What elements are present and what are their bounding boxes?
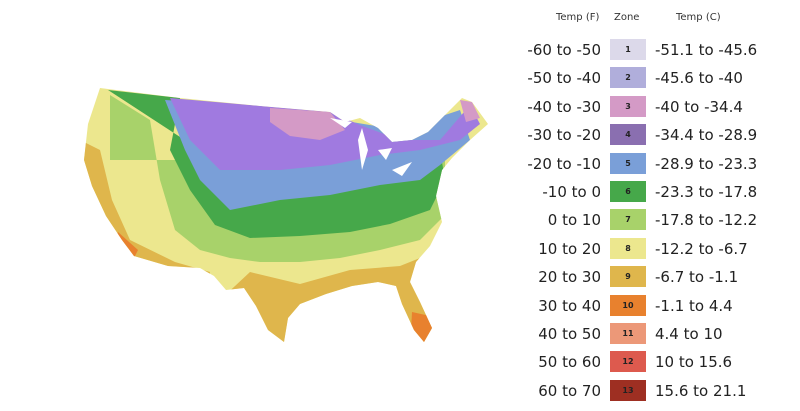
legend-row-zone-5: -20 to -10 5 -28.9 to -23.3: [520, 152, 800, 180]
temp-c-range: 15.6 to 21.1: [655, 381, 747, 400]
temp-f-range: -40 to -30: [527, 97, 601, 116]
legend-row-zone-11: 40 to 50 11 4.4 to 10: [520, 322, 800, 350]
temp-c-range: -12.2 to -6.7: [655, 239, 748, 258]
zone-swatch: 6: [610, 181, 646, 202]
legend-row-zone-3: -40 to -30 3 -40 to -34.4: [520, 95, 800, 123]
zone-swatch: 10: [610, 294, 646, 316]
temp-c-range: -23.3 to -17.8: [655, 183, 758, 201]
zone-swatch: 5: [610, 152, 646, 174]
temp-f-range: -50 to -40: [527, 69, 601, 88]
legend-row-zone-4: -30 to -20 4 -34.4 to -28.9: [520, 123, 800, 151]
zone-swatch: 2: [610, 67, 646, 89]
zone-10-area: [410, 312, 440, 342]
zone-swatch: 9: [610, 266, 646, 288]
legend-row-zone-9: 20 to 30 9 -6.7 to -1.1: [520, 265, 800, 293]
temp-c-range: -45.6 to -40: [655, 69, 743, 88]
temp-c-range: -17.8 to -12.2: [655, 211, 758, 230]
great-lakes: [330, 118, 412, 176]
temp-c-range: -28.9 to -23.3: [655, 154, 758, 173]
legend-row-zone-8: 10 to 20 8 -12.2 to -6.7: [520, 237, 800, 265]
us-hardiness-zone-map: [84, 88, 488, 342]
temp-f-range: 40 to 50: [538, 325, 601, 343]
zone-3-area: [270, 108, 345, 140]
temp-c-range: -40 to -34.4: [655, 97, 743, 116]
temp-f-range: -20 to -10: [527, 154, 601, 173]
temp-f-range: 0 to 10: [547, 211, 601, 230]
zone-swatch: 7: [610, 209, 646, 231]
temp-c-range: 4.4 to 10: [655, 325, 723, 343]
legend-row-zone-2: -50 to -40 2 -45.6 to -40: [520, 66, 800, 94]
temp-f-range: -10 to 0: [542, 183, 601, 201]
zone-swatch: 11: [610, 323, 646, 344]
zone-swatch: 12: [610, 351, 646, 373]
temp-c-range: 10 to 15.6: [655, 353, 733, 372]
zone-swatch: 3: [610, 95, 646, 117]
zone-swatch: 1: [610, 39, 646, 60]
legend-row-zone-1: -60 to -50 1 -51.1 to -45.6: [520, 38, 800, 66]
legend-row-zone-12: 50 to 60 12 10 to 15.6: [520, 350, 800, 378]
zone-swatch: 8: [610, 237, 646, 259]
temp-f-range: 50 to 60: [538, 353, 601, 372]
temp-c-range: -34.4 to -28.9: [655, 126, 758, 145]
zone-3-maine: [460, 100, 480, 122]
zone-swatch: 4: [610, 124, 646, 146]
legend-row-zone-7: 0 to 10 7 -17.8 to -12.2: [520, 208, 800, 236]
temp-c-range: -1.1 to 4.4: [655, 296, 733, 315]
temp-c-range: -51.1 to -45.6: [655, 41, 758, 59]
temp-f-range: 30 to 40: [538, 296, 601, 315]
zone-swatch: 13: [610, 379, 646, 401]
temp-f-range: 10 to 20: [538, 239, 601, 258]
temp-f-range: 60 to 70: [538, 381, 601, 400]
temp-f-range: -60 to -50: [527, 41, 601, 59]
temp-c-range: -6.7 to -1.1: [655, 268, 739, 287]
legend-row-zone-10: 30 to 40 10 -1.1 to 4.4: [520, 294, 800, 322]
header-temp-f: Temp (F): [556, 12, 600, 23]
legend-row-zone-6: -10 to 0 6 -23.3 to -17.8: [520, 180, 800, 208]
temp-f-range: -30 to -20: [527, 126, 601, 145]
header-temp-c: Temp (C): [676, 12, 721, 23]
header-zone: Zone: [614, 12, 640, 23]
temp-f-range: 20 to 30: [538, 268, 601, 287]
legend-row-zone-13: 60 to 70 13 15.6 to 21.1: [520, 379, 800, 407]
